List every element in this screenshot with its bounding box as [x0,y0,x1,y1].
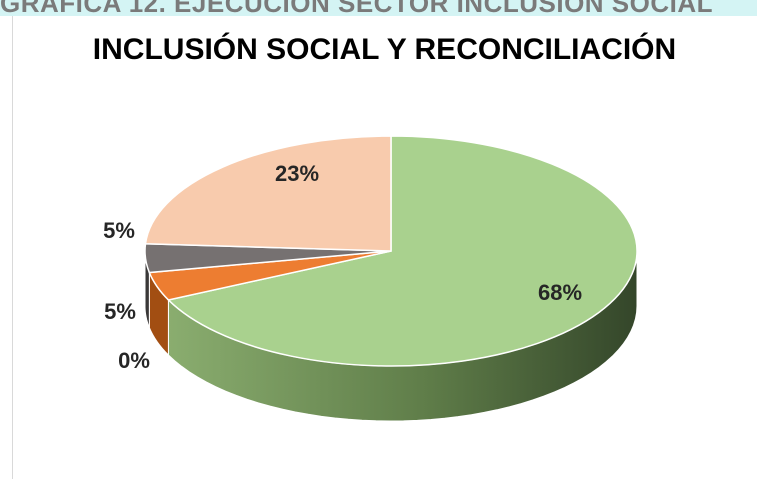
pie-data-label: 5% [103,218,135,243]
pie-data-label: 5% [104,299,136,324]
pie-slice [144,135,392,252]
pie-data-label: 68% [538,280,582,305]
pie-slice [166,135,638,367]
chart-title: INCLUSIÓN SOCIAL Y RECONCILIACIÓN [92,33,677,66]
pie-sides [144,250,638,422]
document-caption: GRÁFICA 12. EJECUCIÓN SECTOR INCLUSIÓN S… [0,0,757,16]
pie-data-label: 23% [275,161,319,186]
pie-labels: 68% 0% 5% 5% 23% [103,161,582,373]
pie-tops [144,135,638,367]
pie-data-label: 0% [118,348,150,373]
